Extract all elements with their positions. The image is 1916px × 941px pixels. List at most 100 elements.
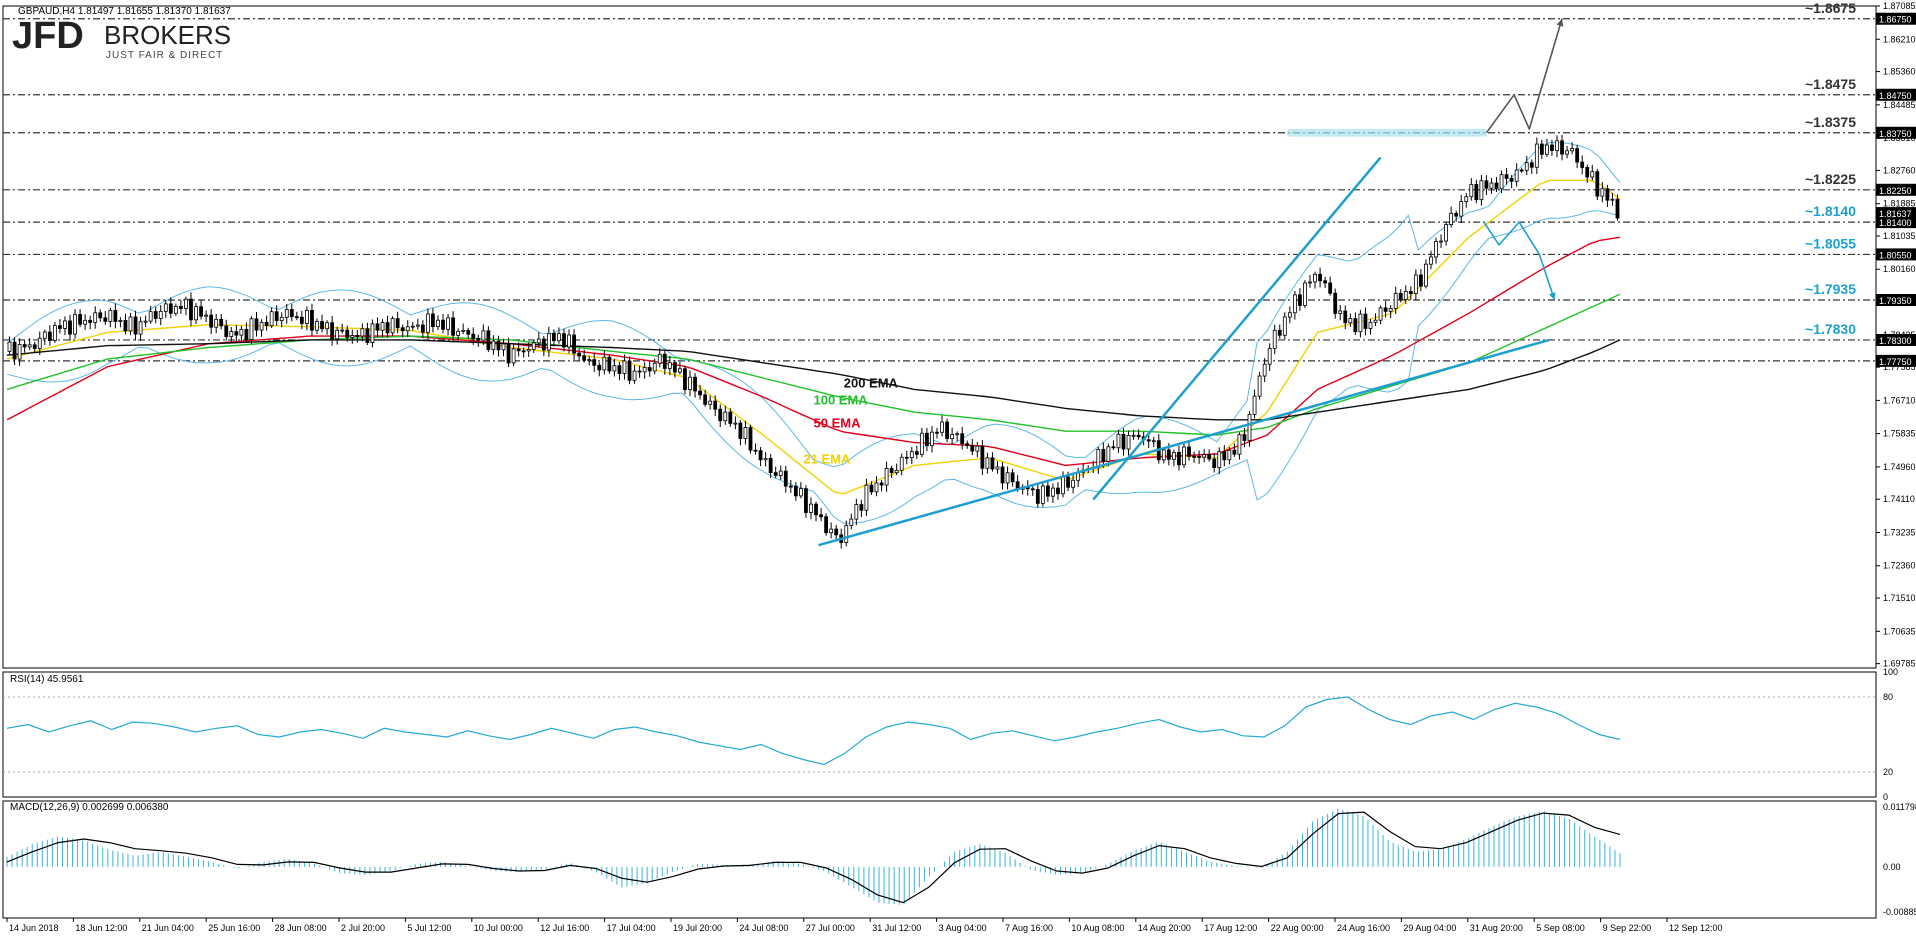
candle-body: [350, 335, 355, 338]
candle-body: [1252, 395, 1257, 415]
y-tick-label: 1.73235: [1883, 527, 1916, 537]
candle-body: [1413, 274, 1418, 294]
candle-body: [1519, 169, 1524, 172]
bollinger-lower: [6, 210, 1621, 524]
ema-line: [6, 339, 1621, 421]
candle-body: [1217, 451, 1222, 468]
candle-body: [834, 528, 839, 536]
candle-body: [1207, 454, 1212, 460]
candle-body: [279, 316, 284, 321]
candle-body: [1383, 307, 1388, 312]
candle-body: [1287, 312, 1292, 318]
candle-body: [531, 342, 536, 350]
candle-body: [1403, 291, 1408, 300]
candle-body: [990, 457, 995, 470]
y-tick-label: 1.80160: [1883, 264, 1916, 274]
candle-body: [289, 309, 294, 318]
candle-body: [1000, 466, 1005, 484]
candle-body: [249, 318, 254, 340]
x-tick-label: 14 Aug 20:00: [1138, 923, 1191, 933]
x-tick-label: 5 Sep 08:00: [1536, 923, 1585, 933]
level-tag-bg: [1876, 88, 1916, 101]
candle-body: [108, 309, 113, 322]
candle-body: [330, 322, 335, 340]
candle-body: [1449, 212, 1454, 225]
candle-body: [320, 321, 324, 330]
candle-body: [471, 333, 476, 339]
level-tag: 1.80550: [1879, 250, 1912, 260]
candle-body: [1338, 310, 1343, 314]
candle-body: [88, 319, 93, 323]
x-tick-label: 7 Aug 16:00: [1005, 923, 1053, 933]
x-tick-label: 19 Jul 20:00: [673, 923, 722, 933]
y-tick-label: 1.81885: [1883, 199, 1916, 209]
candle-body: [37, 337, 42, 349]
candle-body: [299, 316, 304, 324]
y-tick-label: 1.72360: [1883, 561, 1916, 571]
candle-body: [940, 421, 944, 433]
arrowhead: [1548, 292, 1556, 301]
candle-body: [980, 445, 985, 469]
candle-body: [1151, 440, 1156, 443]
candle-body: [1348, 318, 1353, 324]
candle-body: [632, 370, 637, 381]
candle-body: [1408, 291, 1413, 294]
candle-body: [405, 326, 410, 332]
candle-body: [854, 504, 859, 520]
candle-body: [1534, 143, 1539, 168]
candle-body: [889, 467, 894, 474]
candle-body: [1494, 182, 1499, 190]
candle-body: [1292, 294, 1297, 314]
candle-body: [219, 318, 224, 327]
candle-body: [239, 328, 244, 336]
ema-label: 21 EMA: [803, 451, 851, 466]
candle-body: [103, 317, 108, 322]
candle-body: [672, 362, 677, 373]
candle-body: [894, 469, 899, 474]
candle-body: [1010, 472, 1015, 483]
candle-body: [1514, 169, 1519, 182]
rsi-tick-label: 0: [1883, 792, 1888, 802]
candle-body: [1388, 307, 1393, 312]
candle-body: [1045, 485, 1050, 497]
candle-body: [1061, 476, 1065, 495]
x-tick-label: 17 Jul 04:00: [607, 923, 656, 933]
candle-body: [1212, 458, 1217, 468]
candle-body: [1545, 144, 1549, 155]
candle-body: [1358, 313, 1363, 333]
candle-body: [657, 353, 662, 364]
candle-body: [758, 450, 763, 461]
candle-body: [345, 329, 350, 338]
candle-body: [919, 432, 924, 455]
candle-body: [1277, 329, 1282, 336]
candle-body: [1454, 212, 1459, 217]
candle-body: [1600, 188, 1605, 197]
candle-body: [294, 316, 299, 319]
candle-body: [829, 528, 834, 534]
candle-body: [1474, 184, 1479, 201]
candle-body: [274, 311, 279, 321]
level-tag: 1.77750: [1879, 357, 1912, 367]
candle-body: [496, 340, 501, 351]
candle-body: [804, 488, 808, 513]
candle-body: [229, 331, 234, 337]
candle-body: [1035, 489, 1040, 504]
candle-body: [844, 525, 849, 543]
candle-body: [1066, 476, 1070, 488]
x-tick-label: 10 Jul 00:00: [474, 923, 523, 933]
candle-body: [415, 324, 420, 327]
candle-body: [68, 320, 72, 335]
candle-body: [1439, 240, 1443, 243]
candle-body: [128, 316, 133, 332]
candle-body: [541, 338, 546, 351]
candle-body: [1504, 174, 1509, 179]
candle-body: [678, 368, 682, 373]
candle-body: [733, 422, 738, 425]
candle-body: [738, 422, 743, 439]
candle-body: [748, 427, 753, 451]
candle-body: [1615, 198, 1620, 219]
trendline-lower-support: [818, 338, 1550, 547]
candle-body: [179, 306, 183, 309]
symbol-info: GBPAUD,H4 1.81497 1.81655 1.81370 1.8163…: [18, 6, 231, 17]
candle-body: [1605, 188, 1610, 201]
